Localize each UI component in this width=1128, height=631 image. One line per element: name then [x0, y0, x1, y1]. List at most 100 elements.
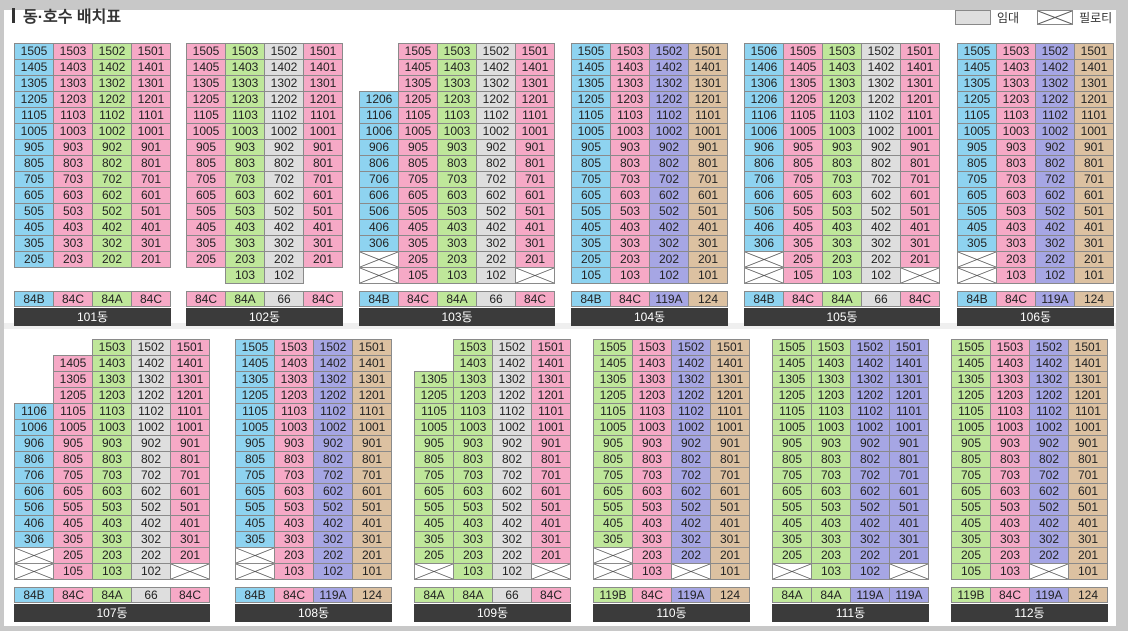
unit-cell[interactable]: 103 — [990, 563, 1030, 580]
unit-cell[interactable]: 902 — [476, 139, 516, 156]
unit-cell[interactable]: 505 — [398, 203, 438, 220]
unit-cell[interactable]: 805 — [957, 155, 997, 172]
unit-cell[interactable]: 405 — [53, 515, 93, 532]
unit-cell[interactable]: 903 — [53, 139, 93, 156]
unit-cell[interactable]: 601 — [1068, 483, 1108, 500]
unit-cell[interactable]: 706 — [14, 467, 54, 484]
unit-cell[interactable]: 302 — [1029, 531, 1069, 548]
unit-cell[interactable]: 1003 — [610, 123, 650, 140]
unit-cell[interactable]: 401 — [1074, 219, 1114, 236]
unit-cell[interactable]: 605 — [53, 483, 93, 500]
unit-cell[interactable]: 1106 — [14, 403, 54, 420]
unit-cell[interactable]: 802 — [861, 155, 901, 172]
unit-cell[interactable]: 503 — [996, 203, 1036, 220]
unit-cell[interactable]: 1203 — [610, 91, 650, 108]
unit-cell[interactable]: 1201 — [889, 387, 929, 404]
unit-cell[interactable]: 1005 — [772, 419, 812, 436]
unit-cell[interactable]: 1302 — [131, 371, 171, 388]
unit-cell[interactable]: 1002 — [1029, 419, 1069, 436]
unit-cell[interactable]: 1503 — [53, 43, 93, 60]
building-name[interactable]: 112동 — [951, 604, 1108, 622]
unit-cell[interactable]: 703 — [92, 467, 132, 484]
unit-cell[interactable]: 105 — [571, 267, 611, 284]
unit-cell[interactable]: 301 — [688, 235, 728, 252]
unit-cell[interactable]: 1502 — [671, 339, 711, 356]
unit-cell[interactable]: 1301 — [688, 75, 728, 92]
unit-cell[interactable]: 601 — [531, 483, 571, 500]
unit-cell[interactable]: 501 — [688, 203, 728, 220]
unit-cell[interactable]: 405 — [571, 219, 611, 236]
unit-cell[interactable]: 305 — [593, 531, 633, 548]
unit-cell[interactable]: 202 — [1029, 547, 1069, 564]
unit-cell[interactable]: 301 — [131, 235, 171, 252]
unit-cell[interactable]: 805 — [951, 451, 991, 468]
unit-cell[interactable]: 1101 — [688, 107, 728, 124]
unit-cell[interactable]: 1003 — [437, 123, 477, 140]
unit-cell[interactable]: 1102 — [313, 403, 353, 420]
unit-cell[interactable]: 1001 — [688, 123, 728, 140]
unit-cell[interactable]: 902 — [861, 139, 901, 156]
unit-cell[interactable]: 801 — [900, 155, 940, 172]
unit-cell[interactable]: 902 — [671, 435, 711, 452]
unit-cell[interactable]: 805 — [593, 451, 633, 468]
unit-cell[interactable]: 902 — [649, 139, 689, 156]
unit-cell[interactable]: 502 — [1035, 203, 1075, 220]
unit-cell[interactable]: 1202 — [492, 387, 532, 404]
unit-cell[interactable]: 702 — [1035, 171, 1075, 188]
unit-cell[interactable]: 805 — [571, 155, 611, 172]
unit-cell[interactable]: 703 — [225, 171, 265, 188]
unit-cell[interactable]: 705 — [186, 171, 226, 188]
unit-cell[interactable]: 202 — [492, 547, 532, 564]
unit-cell[interactable]: 1301 — [710, 371, 750, 388]
unit-cell[interactable]: 905 — [235, 435, 275, 452]
unit-cell[interactable]: 605 — [593, 483, 633, 500]
unit-cell[interactable]: 102 — [131, 563, 171, 580]
unit-cell[interactable]: 1102 — [850, 403, 890, 420]
unit-cell[interactable]: 405 — [186, 219, 226, 236]
unit-cell[interactable]: 602 — [671, 483, 711, 500]
unit-cell[interactable]: 701 — [710, 467, 750, 484]
unit-cell[interactable]: 1502 — [313, 339, 353, 356]
unit-cell[interactable]: 402 — [131, 515, 171, 532]
unit-cell[interactable]: 602 — [131, 483, 171, 500]
unit-cell[interactable]: 902 — [492, 435, 532, 452]
unit-cell[interactable]: 101 — [352, 563, 392, 580]
unit-cell[interactable]: 201 — [889, 547, 929, 564]
unit-cell[interactable]: 901 — [531, 435, 571, 452]
unit-cell[interactable]: 701 — [889, 467, 929, 484]
unit-cell[interactable]: 701 — [900, 171, 940, 188]
unit-cell[interactable]: 806 — [14, 451, 54, 468]
unit-cell[interactable]: 102 — [476, 267, 516, 284]
unit-cell[interactable]: 601 — [170, 483, 210, 500]
unit-cell[interactable]: 505 — [957, 203, 997, 220]
unit-cell[interactable]: 1201 — [303, 91, 343, 108]
unit-cell[interactable]: 1201 — [515, 91, 555, 108]
unit-cell[interactable]: 205 — [398, 251, 438, 268]
unit-cell[interactable]: 301 — [889, 531, 929, 548]
unit-cell[interactable]: 1003 — [53, 123, 93, 140]
unit-cell[interactable]: 1001 — [352, 419, 392, 436]
unit-cell[interactable]: 1205 — [414, 387, 454, 404]
unit-cell[interactable]: 605 — [414, 483, 454, 500]
unit-cell[interactable]: 103 — [437, 267, 477, 284]
unit-cell[interactable]: 905 — [772, 435, 812, 452]
unit-cell[interactable]: 403 — [990, 515, 1030, 532]
building-name[interactable]: 111동 — [772, 604, 929, 622]
unit-cell[interactable]: 601 — [303, 187, 343, 204]
unit-cell[interactable]: 705 — [593, 467, 633, 484]
unit-cell[interactable]: 105 — [783, 267, 823, 284]
unit-cell[interactable]: 101 — [710, 563, 750, 580]
unit-cell[interactable]: 306 — [744, 235, 784, 252]
unit-cell[interactable]: 805 — [414, 451, 454, 468]
unit-cell[interactable]: 202 — [131, 547, 171, 564]
unit-cell[interactable]: 202 — [649, 251, 689, 268]
unit-cell[interactable]: 103 — [632, 563, 672, 580]
unit-cell[interactable]: 1205 — [398, 91, 438, 108]
unit-cell[interactable]: 1106 — [359, 107, 399, 124]
unit-cell[interactable]: 1001 — [131, 123, 171, 140]
unit-cell[interactable]: 1205 — [186, 91, 226, 108]
unit-cell[interactable]: 1002 — [264, 123, 304, 140]
unit-cell[interactable]: 305 — [235, 531, 275, 548]
unit-cell[interactable]: 502 — [131, 499, 171, 516]
unit-cell[interactable]: 102 — [861, 267, 901, 284]
